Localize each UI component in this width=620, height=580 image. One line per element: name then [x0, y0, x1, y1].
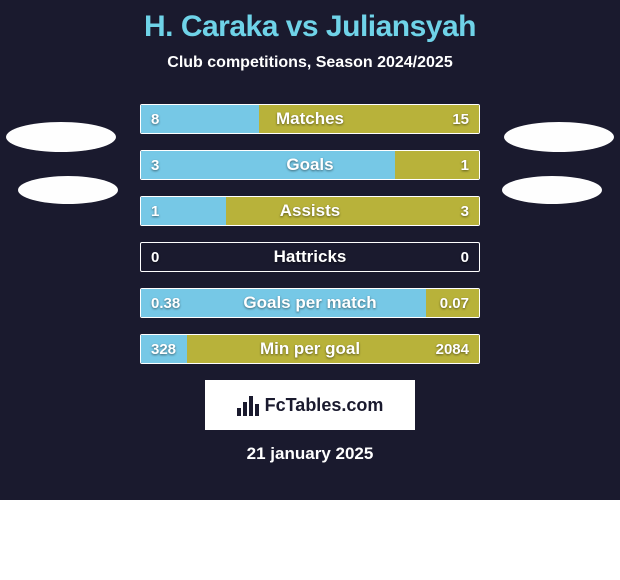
stat-row: 00Hattricks	[140, 242, 480, 272]
stat-label: Hattricks	[141, 243, 479, 271]
stat-row: 13Assists	[140, 196, 480, 226]
player1-avatar-top	[6, 122, 116, 152]
stats-bars: 815Matches 31Goals 13Assists 00Hattricks 0.3…	[140, 104, 480, 364]
player1-avatar-bottom	[18, 176, 118, 204]
player2-avatar-bottom	[502, 176, 602, 204]
subtitle: Club competitions, Season 2024/2025	[0, 54, 620, 72]
stat-row: 815Matches	[140, 104, 480, 134]
stat-label: Assists	[141, 197, 479, 225]
stat-label: Goals	[141, 151, 479, 179]
logo-badge: FcTables.com	[205, 380, 415, 430]
comparison-card: H. Caraka vs Juliansyah Club competition…	[0, 0, 620, 500]
logo-text: FcTables.com	[265, 395, 384, 416]
stat-row: 0.380.07Goals per match	[140, 288, 480, 318]
date-label: 21 january 2025	[0, 444, 620, 464]
stat-row: 31Goals	[140, 150, 480, 180]
page-title: H. Caraka vs Juliansyah	[0, 10, 620, 44]
stat-row: 3282084Min per goal	[140, 334, 480, 364]
bar-chart-icon	[237, 394, 259, 416]
stat-label: Goals per match	[141, 289, 479, 317]
stat-label: Min per goal	[141, 335, 479, 363]
stat-label: Matches	[141, 105, 479, 133]
player2-avatar-top	[504, 122, 614, 152]
